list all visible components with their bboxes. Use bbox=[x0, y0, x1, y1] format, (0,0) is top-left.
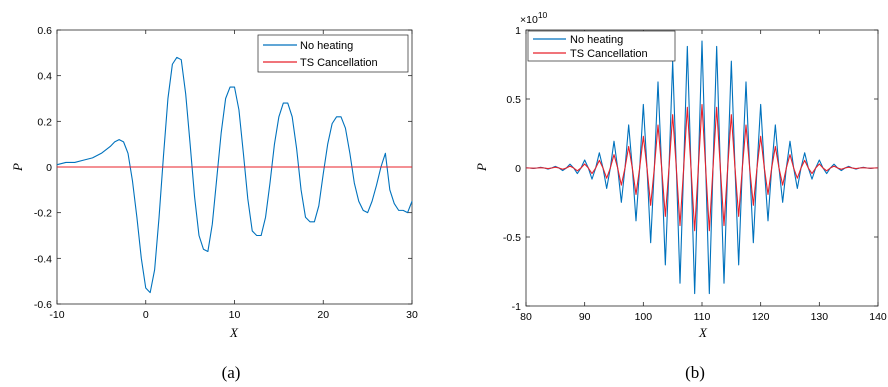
panel-a-legend-box bbox=[257, 34, 409, 73]
panel-a-legend-label-ts: TS Cancellation bbox=[300, 57, 378, 69]
panel-a-ylabel: P bbox=[10, 163, 25, 172]
panel-a-ticks: -10 0 10 20 30 -0.6 -0.4 -0.2 0 0.2 0.4 0.6 bbox=[34, 25, 418, 321]
panel-b-chart: 80 90 100 110 120 130 140 -1 -0.5 0 0.5 1 No heatin… bbox=[474, 10, 887, 382]
panel-a-ytick-label: 0.2 bbox=[37, 116, 52, 128]
panel-b-ylabel: P bbox=[474, 163, 489, 172]
panel-a-ytick-label: 0.4 bbox=[37, 71, 52, 83]
panel-a-legend: No heating TS Cancellation bbox=[257, 34, 409, 73]
panel-a-chart: -10 0 10 20 30 -0.6 -0.4 -0.2 0 0.2 0.4 0.6 No heat… bbox=[10, 25, 418, 382]
panel-b-ytick-label: 1 bbox=[515, 25, 521, 37]
panel-a-ytick-label: -0.6 bbox=[34, 299, 52, 311]
panel-b-ytick-label: -1 bbox=[512, 301, 521, 313]
panel-a-xtick-label: 0 bbox=[143, 309, 149, 321]
panel-a-xtick-label: 10 bbox=[229, 309, 241, 321]
panel-a-xtick-label: 30 bbox=[406, 309, 418, 321]
panel-b-legend-label-no-heating: No heating bbox=[570, 34, 623, 46]
panel-b-plot-area bbox=[525, 29, 879, 307]
panel-b-series-ts-cancellation bbox=[525, 104, 879, 232]
panel-b-series bbox=[525, 40, 879, 295]
panel-b-legend: No heating TS Cancellation bbox=[527, 30, 676, 62]
panel-b-xtick-label: 100 bbox=[635, 311, 653, 323]
panel-a-series-no-heating bbox=[56, 56, 413, 294]
panel-b-ticks: 80 90 100 110 120 130 140 -1 -0.5 0 0.5 1 bbox=[503, 25, 887, 323]
panel-b-xtick-label: 140 bbox=[869, 311, 887, 323]
panel-a-xtick-label: 20 bbox=[317, 309, 329, 321]
panel-b-series-no-heating bbox=[525, 40, 879, 295]
panel-b-xtick-label: 110 bbox=[694, 311, 711, 323]
panel-a-ytick-label: -0.2 bbox=[34, 208, 52, 220]
panel-b-ytick-label: 0 bbox=[515, 163, 521, 175]
panel-a-legend-label-no-heating: No heating bbox=[300, 40, 353, 52]
panel-b-caption: (b) bbox=[685, 363, 705, 382]
panel-a-caption: (a) bbox=[222, 363, 241, 382]
panel-b-exponent-base: ×10 bbox=[520, 14, 538, 26]
panel-b-xtick-label: 90 bbox=[579, 311, 591, 323]
panel-b-legend-box bbox=[527, 30, 676, 62]
panel-b-xtick-label: 120 bbox=[752, 311, 770, 323]
panel-a-xtick-label: -10 bbox=[49, 309, 64, 321]
panel-b-xtick-label: 130 bbox=[811, 311, 829, 323]
panel-a-xlabel: X bbox=[229, 325, 239, 340]
panel-b-ytick-label: -0.5 bbox=[503, 232, 521, 244]
panel-b-legend-label-ts: TS Cancellation bbox=[570, 48, 648, 60]
panel-a-ytick-label: 0 bbox=[46, 162, 52, 174]
panel-b-ytick-label: 0.5 bbox=[506, 94, 521, 106]
panel-a-ytick-label: 0.6 bbox=[37, 25, 52, 37]
panel-b-xtick-label: 80 bbox=[520, 311, 532, 323]
panel-b-exponent-label: ×1010 bbox=[520, 10, 548, 26]
panel-a-series bbox=[56, 56, 413, 294]
panel-b-xlabel: X bbox=[698, 325, 708, 340]
panel-b-exponent-power: 10 bbox=[538, 10, 548, 20]
panel-a-ytick-label: -0.4 bbox=[34, 253, 52, 265]
